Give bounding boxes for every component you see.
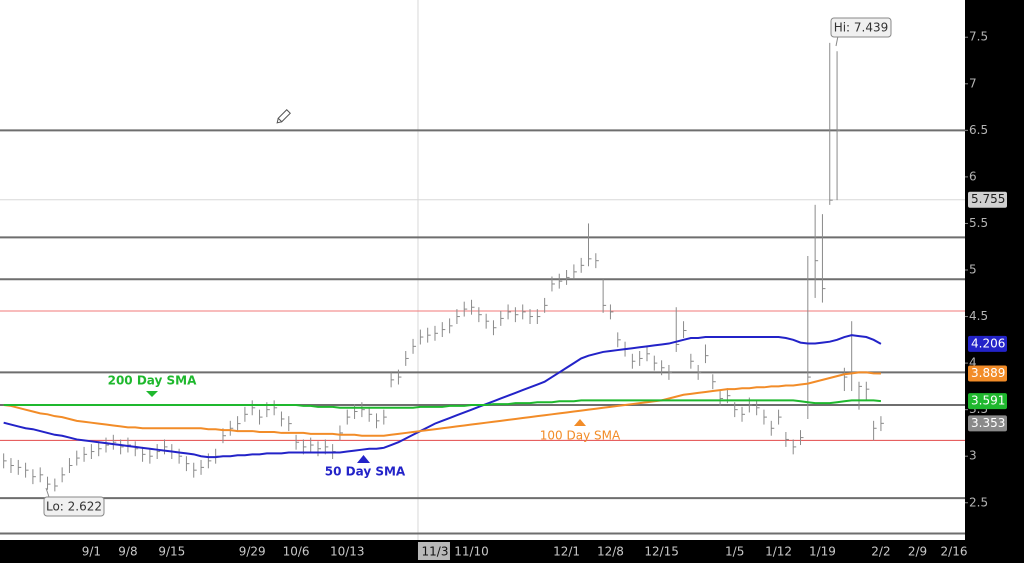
date-axis-panel bbox=[0, 540, 1024, 563]
hi-callout bbox=[835, 35, 839, 47]
price-badge-label: 3.591 bbox=[971, 394, 1005, 408]
y-tick-label: 4 bbox=[969, 356, 977, 370]
x-tick-label: 2/16 bbox=[941, 545, 968, 559]
lo-label: Lo: 2.622 bbox=[46, 500, 102, 514]
price-badge-label: 3.889 bbox=[971, 366, 1005, 380]
y-tick-label: 5 bbox=[969, 263, 977, 277]
x-tick-label: 12/15 bbox=[644, 545, 679, 559]
x-tick-label: 1/19 bbox=[809, 545, 836, 559]
sma-label: 100 Day SMA bbox=[540, 429, 621, 443]
x-tick-label: 12/8 bbox=[597, 545, 624, 559]
y-tick-label: 7 bbox=[969, 76, 977, 90]
price-badge bbox=[968, 335, 1007, 352]
sma-lines bbox=[3, 334, 882, 459]
x-tick-label: 1/12 bbox=[765, 545, 792, 559]
sma-line bbox=[3, 399, 882, 409]
y-tick-label: 6 bbox=[969, 169, 977, 183]
y-tick-label: 6.5 bbox=[969, 123, 988, 137]
x-tick-label: 11/10 bbox=[454, 545, 489, 559]
price-bars bbox=[3, 42, 884, 492]
x-tick-label: 2/9 bbox=[908, 545, 927, 559]
x-tick-label: 9/8 bbox=[118, 545, 137, 559]
x-tick-label: 9/29 bbox=[239, 545, 266, 559]
hi-label: Hi: 7.439 bbox=[834, 21, 889, 35]
levels bbox=[0, 0, 965, 540]
plot-area bbox=[0, 0, 965, 540]
x-tick-label: 12/1 bbox=[553, 545, 580, 559]
sma-line bbox=[3, 371, 881, 437]
y-tick-label: 2.5 bbox=[969, 495, 988, 509]
price-badge bbox=[968, 415, 1007, 432]
y-tick-label: 3 bbox=[969, 449, 977, 463]
hi-box bbox=[830, 17, 892, 38]
x-tick-label: 9/1 bbox=[82, 545, 101, 559]
price-badge bbox=[968, 191, 1007, 208]
price-axis-panel bbox=[965, 0, 1024, 563]
axes: 2.533.544.555.566.577.55.7553.3534.2063.… bbox=[82, 30, 1007, 560]
lo-callout bbox=[45, 487, 50, 498]
y-tick-label: 5.5 bbox=[969, 216, 988, 230]
x-tick-label: 9/15 bbox=[158, 545, 185, 559]
y-tick-label: 7.5 bbox=[969, 30, 988, 44]
x-tick-label: 1/5 bbox=[725, 545, 744, 559]
sma-label: 50 Day SMA bbox=[325, 465, 406, 479]
sma-pointer bbox=[146, 391, 158, 397]
x-tick-label: 11/3 bbox=[422, 545, 449, 559]
price-badge-label: 4.206 bbox=[971, 336, 1005, 350]
sma-line bbox=[3, 334, 882, 459]
price-badge bbox=[968, 393, 1007, 410]
pencil-icon bbox=[276, 109, 291, 124]
x-tick-label: 10/13 bbox=[330, 545, 365, 559]
sma-pointer bbox=[574, 419, 586, 426]
x-tick-label: 2/2 bbox=[871, 545, 890, 559]
price-badge-label: 3.353 bbox=[971, 416, 1005, 430]
x-tick-label: 10/6 bbox=[283, 545, 310, 559]
price-badge-label: 5.755 bbox=[971, 192, 1005, 206]
sma-label: 200 Day SMA bbox=[108, 374, 198, 388]
crosshair-date-box bbox=[417, 542, 450, 560]
price-badge bbox=[968, 365, 1007, 382]
sma-pointer bbox=[357, 455, 370, 463]
y-tick-label: 4.5 bbox=[969, 309, 988, 323]
lo-box bbox=[43, 496, 105, 517]
